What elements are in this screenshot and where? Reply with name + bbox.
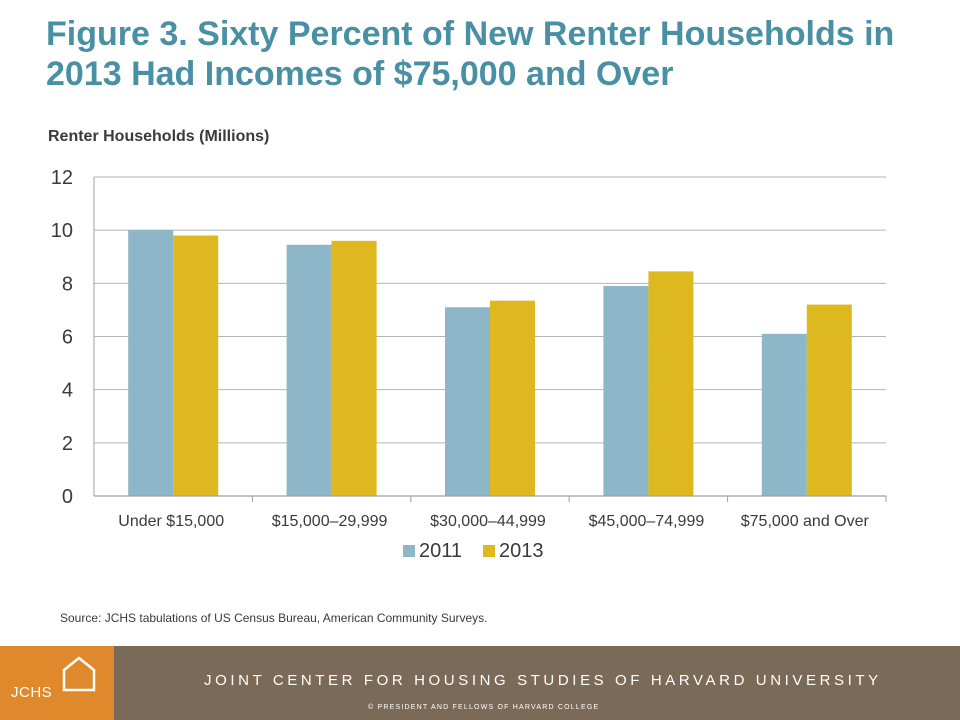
bar-2013-4 [806, 304, 852, 496]
organization-name: JOINT CENTER FOR HOUSING STUDIES OF HARV… [204, 672, 882, 689]
y-tick-label: 2 [62, 433, 73, 455]
bar-2011-1 [286, 244, 332, 496]
chart-title: Figure 3. Sixty Percent of New Renter Ho… [46, 15, 895, 93]
x-tick-label: $45,000–74,999 [589, 513, 705, 530]
bar-2011-0 [128, 230, 174, 496]
x-tick-label: $30,000–44,999 [430, 513, 546, 530]
bar-2013-3 [648, 271, 694, 496]
y-axis-label: Renter Households (Millions) [48, 128, 270, 145]
bar-2011-4 [761, 333, 807, 496]
y-tick-label: 8 [62, 273, 73, 295]
bar-chart: 0 2 4 6 8 10 12 Under $15,000 $15,000–29,999 $30,… [51, 167, 887, 562]
bar-2013-0 [173, 235, 219, 496]
source-note: Source: JCHS tabulations of US Census Bu… [60, 611, 488, 625]
x-tick-label: $15,000–29,999 [272, 513, 388, 530]
legend-label-2013: 2013 [499, 540, 544, 562]
x-tick-label: $75,000 and Over [741, 513, 870, 530]
legend-swatch-2013 [483, 545, 495, 557]
y-tick-label: 4 [62, 380, 73, 402]
footer-band: JOINT CENTER FOR HOUSING STUDIES OF HARV… [114, 646, 960, 720]
bar-2011-3 [603, 285, 649, 496]
legend-label-2011: 2011 [419, 540, 462, 562]
legend-swatch-2011 [403, 545, 415, 557]
y-tick-label: 6 [62, 327, 73, 349]
house-icon [62, 656, 96, 692]
bar-2011-2 [445, 307, 490, 496]
y-tick-label: 12 [51, 167, 73, 189]
axes: 0 2 4 6 8 10 12 Under $15,000 $15,000–29,999 $30,… [51, 167, 887, 530]
x-tick-label: Under $15,000 [118, 513, 224, 530]
bar-2013-1 [331, 240, 377, 496]
bar-2013-2 [490, 300, 535, 496]
copyright-notice: © PRESIDENT AND FELLOWS OF HARVARD COLLE… [368, 704, 600, 711]
y-tick-label: 0 [62, 486, 73, 508]
jchs-logo: JCHS [0, 646, 114, 720]
bars [128, 230, 852, 496]
y-tick-label: 10 [51, 220, 73, 242]
legend: 2011 2013 [403, 540, 544, 562]
logo-text: JCHS [11, 684, 53, 701]
